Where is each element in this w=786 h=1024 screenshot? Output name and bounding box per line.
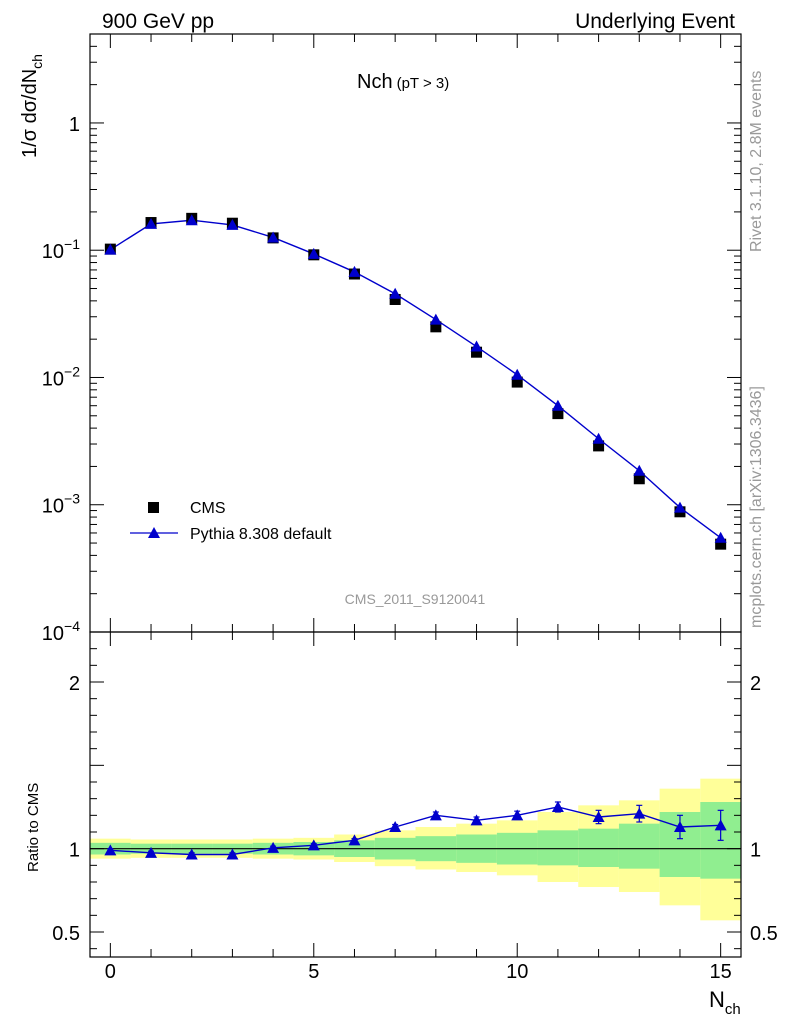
ratio-data-point (389, 821, 402, 832)
legend-label-cms: CMS (190, 500, 226, 517)
cms-data-point (430, 321, 442, 333)
ratio-data-point (145, 846, 158, 858)
ratio-data-point (470, 814, 483, 826)
plot-title-main: Nch (357, 71, 393, 93)
x-tick-label: 10 (506, 961, 528, 983)
ratio-series-line (110, 806, 721, 856)
mc-data-point (592, 432, 605, 444)
mc-data-point (307, 247, 320, 259)
band-stat-bin (578, 828, 619, 867)
main-frame (89, 33, 742, 633)
mc-data-point (185, 214, 198, 226)
tick-exponent: −1 (64, 236, 80, 252)
ratio-data-point (673, 821, 686, 832)
header-left: 900 GeV pp (102, 10, 214, 33)
ratio-y-tick-label: 1 (69, 840, 80, 862)
ratio-data-point (429, 809, 442, 821)
ratio-y-tick-label-right: 1 (750, 840, 761, 862)
x-tick-label: 0 (105, 961, 116, 983)
main-y-tick-label: 10−4 (42, 618, 80, 645)
ratio-data-point (592, 811, 605, 822)
ratio-data-point (267, 841, 280, 853)
x-label-sub: ch (725, 1001, 741, 1018)
x-label-main: N (709, 987, 725, 1012)
mcplots-label: mcplots.cern.ch [arXiv:1306.3436] (748, 386, 765, 628)
cms-data-point (552, 408, 564, 420)
cms-data-point (593, 440, 605, 452)
mc-data-point (226, 218, 239, 230)
ratio-y-tick-label-right: 0.5 (750, 923, 778, 945)
main-y-tick-label: 10−1 (42, 236, 80, 263)
legend-marker-cms (148, 502, 159, 513)
tick-exponent: −3 (64, 491, 80, 507)
mc-data-point (673, 501, 686, 513)
ratio-data-point (551, 801, 564, 812)
main-y-axis-label: 1/σ dσ/dNch (19, 54, 45, 158)
ratio-data-point (185, 848, 198, 860)
ratio-marks (104, 801, 727, 860)
ratio-data-point (511, 809, 524, 821)
mc-data-point (389, 287, 402, 299)
main-y-tick-label: 1 (69, 114, 80, 136)
x-tick-label: 5 (308, 961, 319, 983)
mc-data-point (429, 313, 442, 325)
legend: CMS Pythia 8.308 default (130, 500, 332, 543)
main-marks (104, 212, 727, 550)
cms-data-point (511, 376, 523, 388)
ratio-y-tick-label: 2 (69, 673, 80, 695)
tick-base: 10 (42, 496, 64, 518)
plot-title: Nch (pT > 3) (357, 71, 449, 93)
tick-base: 10 (42, 241, 64, 263)
x-axis-label: Nch (709, 987, 741, 1018)
mc-data-point (470, 340, 483, 352)
main-y-tick-label: 10−2 (42, 363, 80, 390)
cms-data-point (715, 538, 727, 550)
ratio-bands (90, 778, 741, 921)
main-axes: 110−110−210−310−4 (42, 33, 741, 645)
ratio-data-point (104, 844, 117, 856)
band-stat-bin (618, 823, 660, 869)
mc-data-point (714, 531, 727, 543)
cms-data-point (389, 293, 401, 305)
ratio-data-point (307, 839, 320, 851)
tick-exponent: −4 (64, 618, 80, 634)
band-stat-bin (537, 830, 579, 866)
ratio-y-axis-label: Ratio to CMS (25, 783, 42, 872)
ratio-data-point (226, 848, 239, 860)
main-y-tick-label: 10−3 (42, 491, 80, 518)
mc-data-point (348, 265, 361, 277)
ratio-y-tick-label-right: 2 (750, 673, 761, 695)
legend-label-mc: Pythia 8.308 default (190, 526, 332, 543)
tick-base: 10 (42, 368, 64, 390)
legend-marker-mc (148, 527, 160, 538)
analysis-watermark: CMS_2011_S9120041 (345, 591, 486, 607)
ratio-axes: 0.5 0.5 1 1 2 2 0 5 10 15 (52, 631, 778, 983)
header-right: Underlying Event (575, 10, 735, 33)
rivet-label: Rivet 3.1.10, 2.8M events (748, 71, 765, 252)
mc-data-point (145, 217, 158, 229)
cms-data-point (471, 346, 483, 358)
mc-data-point (104, 243, 117, 255)
mc-series-line (109, 219, 722, 539)
ratio-y-tick-label: 0.5 (52, 923, 80, 945)
mc-data-point (267, 231, 280, 243)
ratio-data-point (633, 807, 646, 819)
main-y-label-sub: ch (29, 54, 45, 69)
plot-subtitle: (pT > 3) (397, 75, 450, 92)
mc-data-point (511, 368, 524, 380)
tick-exponent: −2 (64, 363, 80, 379)
x-tick-label: 15 (710, 961, 732, 983)
cms-data-point (633, 473, 645, 485)
ratio-data-point (714, 819, 727, 831)
mc-data-point (551, 399, 564, 411)
ratio-data-point (348, 834, 361, 846)
mc-data-point (633, 464, 646, 476)
tick-base: 10 (42, 623, 64, 645)
ratio-frame (89, 631, 742, 958)
main-y-label-main: 1/σ dσ/dN (19, 69, 41, 158)
